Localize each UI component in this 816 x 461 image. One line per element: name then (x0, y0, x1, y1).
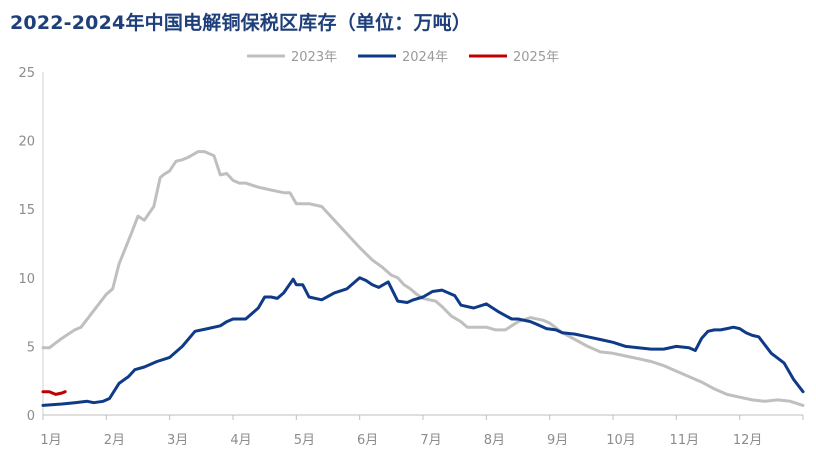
y-tick-label: 25 (18, 66, 35, 81)
legend-label: 2024年 (402, 50, 448, 65)
chart-title: 2022-2024年中国电解铜保税区库存（单位：万吨） (10, 12, 472, 34)
legend-label: 2025年 (513, 50, 559, 65)
series-line-2025年 (41, 390, 67, 396)
x-tick-label: 10月 (606, 433, 636, 448)
x-tick-label: 4月 (230, 433, 251, 448)
x-tick-label: 5月 (294, 433, 315, 448)
x-tick-label: 9月 (547, 433, 568, 448)
x-tick-label: 8月 (484, 433, 505, 448)
series-lines (41, 150, 805, 407)
series-line-2023年 (41, 150, 805, 407)
y-tick-label: 0 (27, 409, 35, 424)
y-tick-label: 15 (18, 203, 35, 218)
y-ticks: 0 5 10 15 20 25 (18, 66, 35, 424)
x-tick-label: 2月 (104, 433, 125, 448)
series-line-2024年 (41, 276, 805, 407)
legend-label: 2023年 (291, 50, 337, 65)
x-tick-label: 12月 (733, 433, 763, 448)
y-tick-label: 5 (27, 340, 35, 355)
y-tick-label: 10 (18, 272, 35, 287)
x-tick-label: 7月 (420, 433, 441, 448)
x-tick-label: 6月 (357, 433, 378, 448)
legend: 2023年 2024年 2025年 (247, 50, 559, 65)
x-ticks: 1月 2月 3月 4月 5月 6月 7月 8月 9月 10月 11月 12月 (40, 415, 804, 448)
x-tick-label: 11月 (670, 433, 700, 448)
y-tick-label: 20 (18, 135, 35, 150)
x-tick-label: 3月 (167, 433, 188, 448)
axes (42, 72, 803, 416)
x-tick-label: 1月 (40, 433, 61, 448)
